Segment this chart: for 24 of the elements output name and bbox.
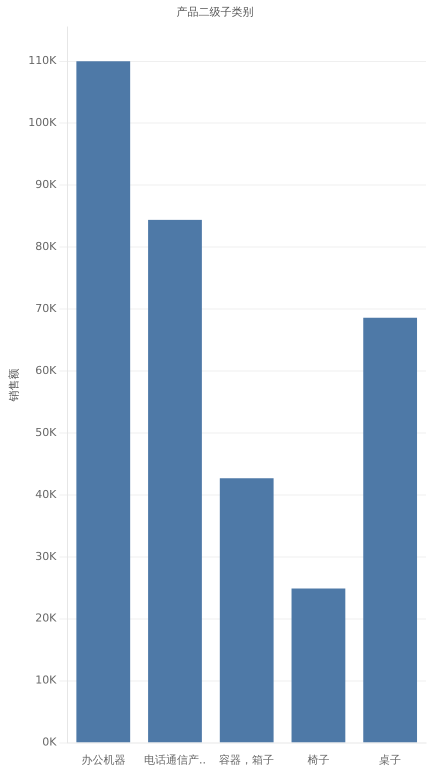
- y-tick-label: 110K: [28, 54, 58, 68]
- x-tick-label: 电话通信产..: [144, 753, 206, 766]
- y-tick-label: 70K: [35, 302, 58, 315]
- y-tick-label: 50K: [35, 426, 58, 439]
- y-tick-label: 80K: [35, 240, 58, 254]
- y-tick-label: 60K: [35, 364, 58, 377]
- x-tick-label: 桌子: [379, 753, 402, 766]
- x-tick-label: 椅子: [307, 753, 330, 766]
- y-tick-label: 10K: [35, 674, 58, 687]
- y-tick-label: 30K: [35, 550, 58, 563]
- y-tick-label: 0K: [42, 736, 58, 749]
- bar: [363, 318, 418, 742]
- bar: [220, 478, 274, 742]
- y-tick-label: 40K: [35, 488, 58, 501]
- x-tick-label: 办公机器: [81, 753, 126, 766]
- chart-title: 产品二级子类别: [176, 5, 254, 18]
- y-axis-title: 销售额: [7, 368, 20, 402]
- bar: [292, 588, 346, 742]
- y-tick-label: 100K: [28, 116, 58, 130]
- bar: [148, 220, 202, 742]
- x-tick-label: 容器，箱子: [219, 753, 274, 766]
- y-tick-label: 90K: [35, 178, 58, 192]
- y-tick-label: 20K: [35, 612, 58, 625]
- bar: [76, 61, 130, 742]
